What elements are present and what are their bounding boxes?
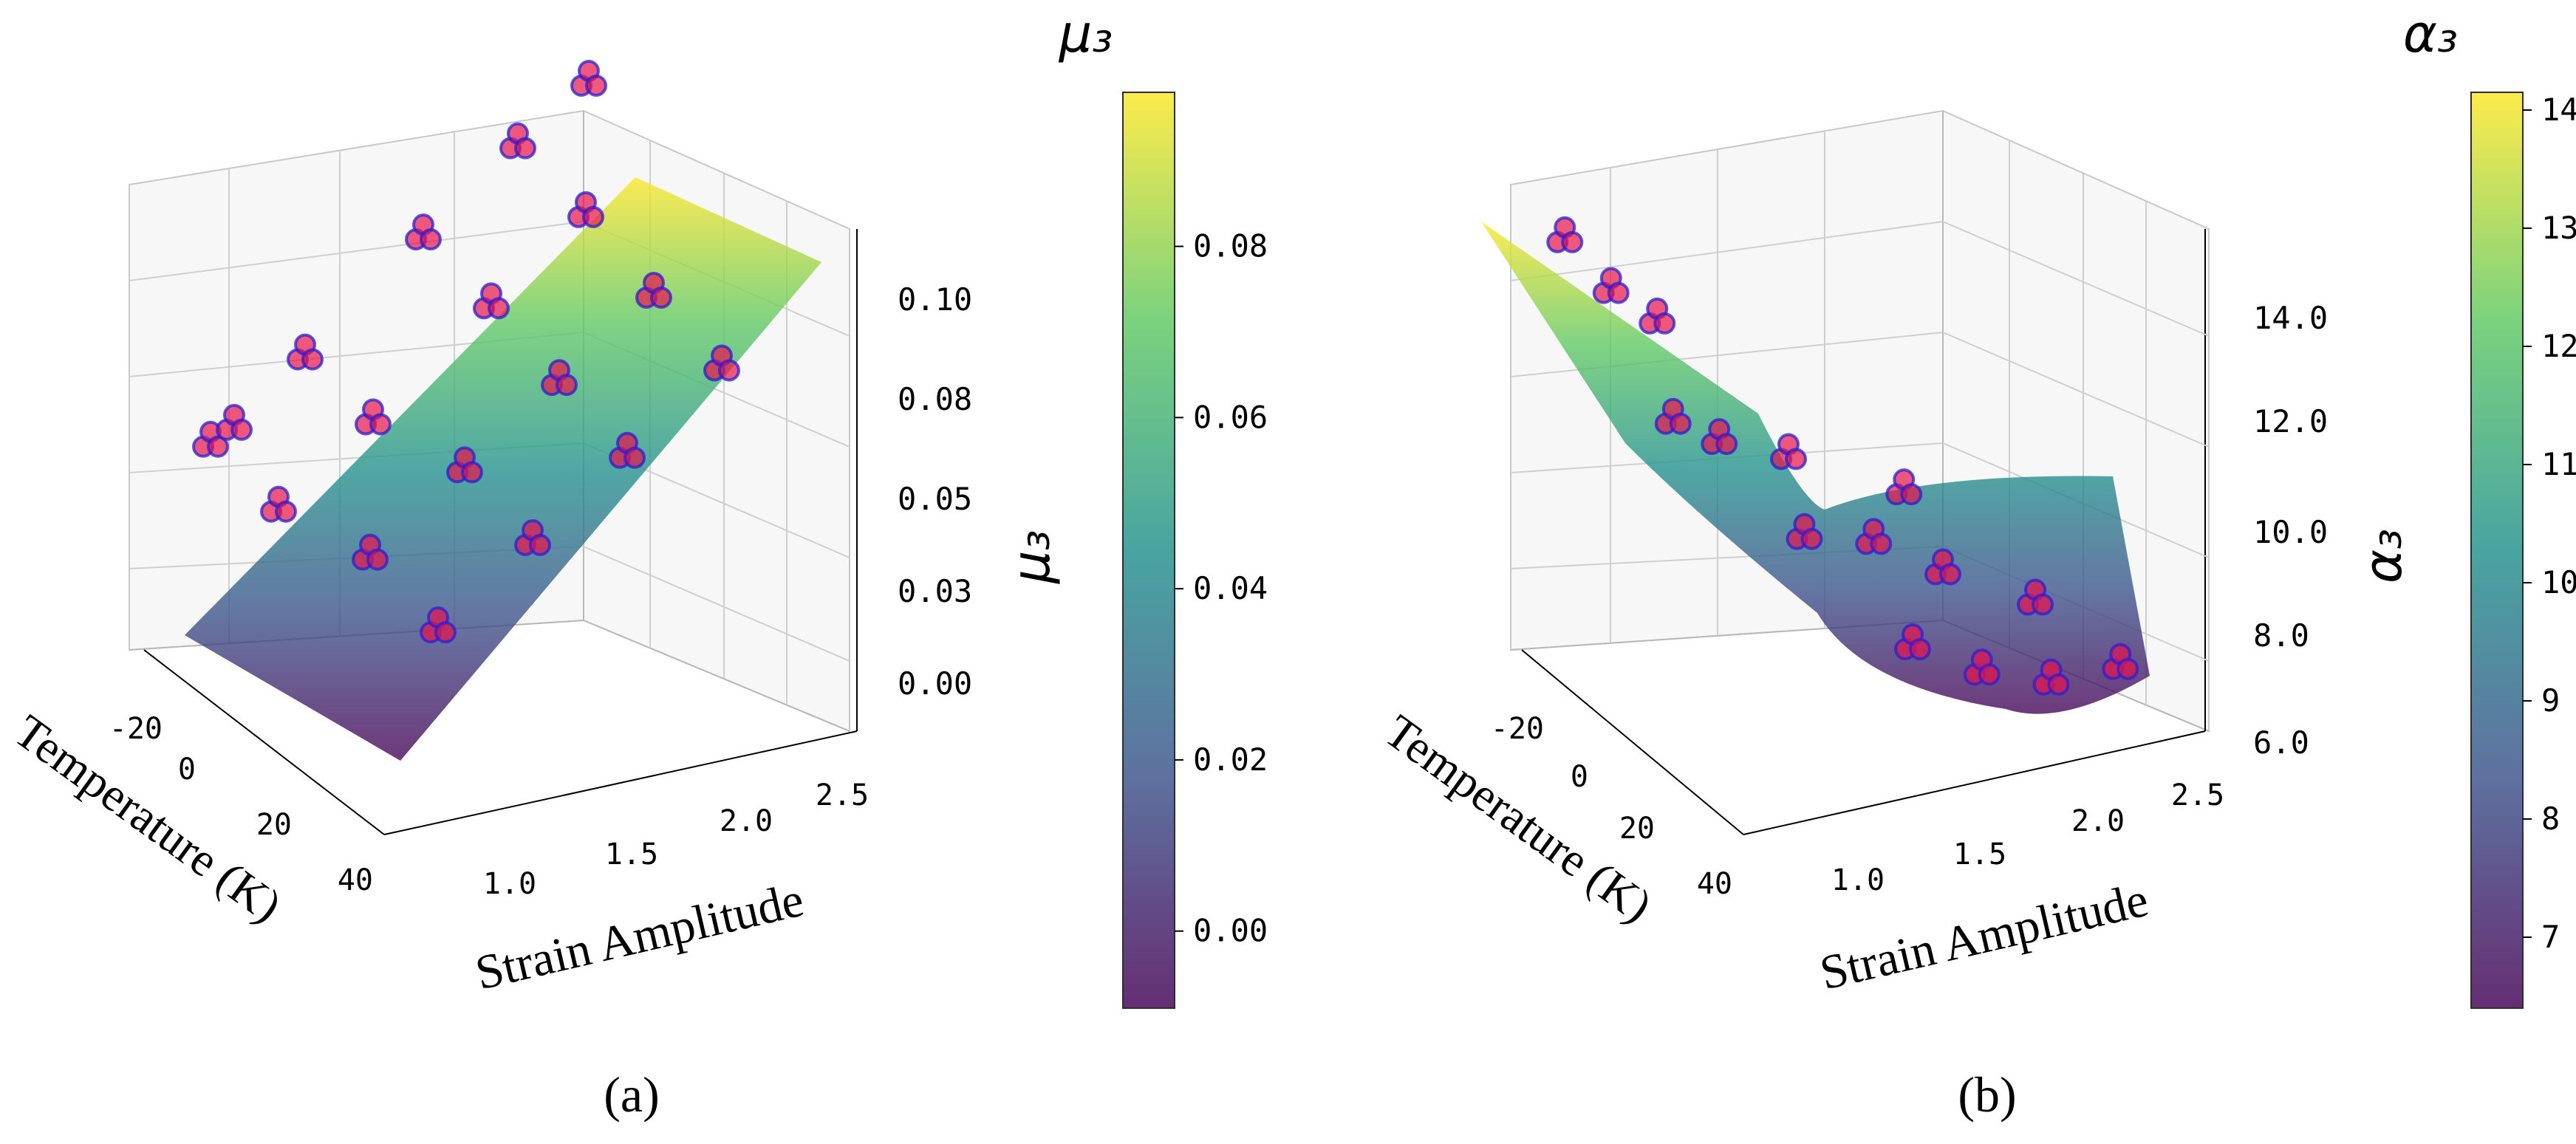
z-tick: 0.05 (898, 481, 972, 517)
panel-b-colorbar: α₃ 7 8 9 10 11 12 13 14 (2403, 4, 2576, 1009)
colorbar-tick-label: 13 (2541, 210, 2576, 246)
z-tick: 0.03 (898, 573, 972, 609)
colorbar-tick-label: 0.04 (1193, 570, 1268, 606)
y-tick: 2.5 (816, 778, 869, 812)
colorbar-tick-label: 14 (2541, 92, 2576, 128)
x-tick: 0 (178, 753, 196, 787)
z-tick: 14.0 (2253, 300, 2328, 336)
z-tick: 0.00 (898, 665, 972, 702)
panel-a-colorbar-gradient (1122, 92, 1175, 1009)
data-point (434, 621, 457, 644)
panel-a-colorbar-ticks: 0.00 0.02 0.04 0.06 0.08 (1175, 228, 1268, 949)
data-point (488, 297, 510, 320)
z-tick: 0.08 (898, 381, 972, 417)
x-tick: 20 (256, 808, 292, 842)
panel-b-colorbar-title: α₃ (2403, 4, 2458, 64)
panel-b-axes-box (1510, 109, 2210, 835)
panel-b-z-axis-label: α₃ (2353, 529, 2413, 583)
data-point (718, 359, 740, 382)
z-tick: 12.0 (2253, 403, 2328, 439)
y-tick: 1.0 (483, 867, 536, 901)
panel-a-y-ticks: 1.0 1.5 2.0 2.5 (483, 778, 869, 901)
z-tick: 8.0 (2253, 617, 2309, 654)
data-point (275, 500, 297, 523)
data-point (582, 205, 604, 228)
data-point (623, 446, 646, 469)
data-point (461, 461, 483, 484)
data-point (1909, 638, 1931, 661)
data-point (207, 435, 229, 458)
data-point (1785, 448, 1807, 470)
data-point (2032, 593, 2054, 616)
z-tick: 0.10 (898, 281, 972, 318)
data-point (1870, 532, 1893, 555)
x-tick: 20 (1619, 812, 1655, 846)
panel-b-z-ticks: 6.0 8.0 10.0 12.0 14.0 (2253, 300, 2328, 761)
data-point (1715, 433, 1738, 456)
panel-a-surface (185, 177, 821, 761)
panel-b-y-ticks: 1.0 1.5 2.0 2.5 (1831, 778, 2224, 897)
data-point (1653, 312, 1676, 335)
data-point (420, 228, 442, 251)
data-point (2117, 657, 2139, 680)
data-point (514, 137, 536, 160)
data-point (556, 374, 578, 397)
data-point (529, 533, 551, 556)
y-tick: 2.5 (2171, 778, 2224, 812)
panel-a-colorbar: μ₃ 0.00 0.02 0.04 0.06 0.08 (1059, 4, 1268, 1009)
y-tick: 2.0 (2071, 804, 2125, 838)
x-tick: 40 (338, 863, 373, 897)
panel-b-colorbar-ticks: 7 8 9 10 11 12 13 14 (2523, 92, 2576, 955)
panel-a-x-ticks: -20 0 20 40 (109, 712, 373, 897)
colorbar-tick-label: 0.06 (1193, 399, 1268, 435)
colorbar-tick-label: 0.02 (1193, 741, 1268, 778)
data-point (1607, 281, 1630, 304)
z-tick: 10.0 (2253, 514, 2328, 550)
z-tick: 6.0 (2253, 725, 2309, 761)
panel-a-colorbar-title: μ₃ (1059, 4, 1113, 64)
colorbar-tick-label: 0.00 (1193, 913, 1268, 949)
y-tick: 2.0 (720, 804, 773, 838)
x-tick: 40 (1697, 867, 1732, 901)
panel-a-data-points (192, 59, 740, 644)
data-point (1800, 527, 1823, 550)
colorbar-tick-label: 8 (2541, 801, 2560, 837)
colorbar-tick-label: 9 (2541, 682, 2560, 719)
panel-a-label: (a) (604, 1066, 659, 1123)
x-tick: 0 (1571, 760, 1588, 794)
panel-b: -20 0 20 40 1.0 1.5 2.0 2.5 6.0 8.0 10.0… (1376, 4, 2576, 1123)
data-point (1561, 230, 1584, 253)
colorbar-tick-label: 7 (2541, 919, 2560, 955)
panel-a: -20 0 20 40 1.0 1.5 2.0 2.5 0.00 0.03 0.… (5, 4, 1268, 1123)
data-point (1900, 483, 1923, 506)
panel-b-surface (1481, 222, 2150, 714)
data-point (369, 413, 392, 436)
data-point (585, 74, 607, 97)
panel-b-x-ticks: -20 0 20 40 (1491, 712, 1732, 901)
panel-b-data-points (1546, 216, 2139, 696)
x-tick: -20 (109, 712, 163, 746)
panel-a-z-axis-label: μ₃ (1001, 530, 1062, 584)
data-point (230, 418, 253, 441)
x-tick: -20 (1491, 712, 1544, 746)
panel-a-z-ticks: 0.00 0.03 0.05 0.08 0.10 (898, 281, 972, 702)
data-point (301, 348, 324, 371)
y-tick: 1.0 (1831, 863, 1885, 897)
data-point (650, 286, 672, 309)
y-tick: 1.5 (605, 838, 658, 871)
colorbar-tick-label: 0.08 (1193, 228, 1268, 264)
colorbar-tick-label: 11 (2541, 446, 2576, 482)
data-point (2047, 673, 2070, 696)
panel-b-label: (b) (1958, 1066, 2016, 1123)
data-point (1978, 663, 2001, 686)
colorbar-tick-label: 10 (2541, 564, 2576, 600)
y-tick: 1.5 (1953, 838, 2006, 871)
colorbar-tick-label: 12 (2541, 328, 2576, 364)
data-point (1939, 563, 1961, 586)
data-point (1669, 412, 1692, 435)
data-point (366, 548, 389, 571)
panel-b-colorbar-gradient (2470, 92, 2524, 1009)
